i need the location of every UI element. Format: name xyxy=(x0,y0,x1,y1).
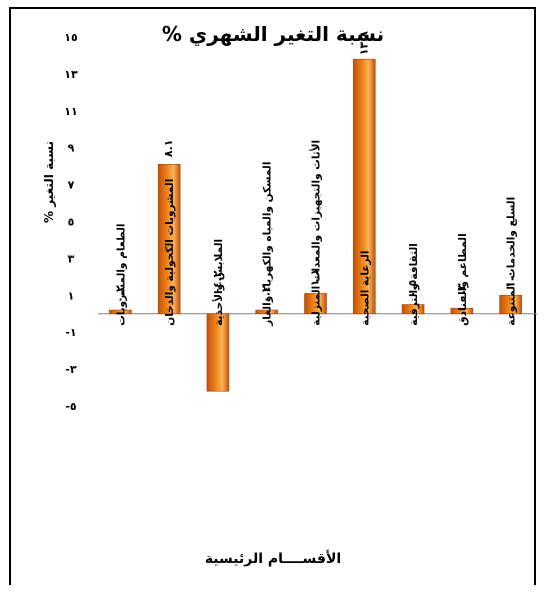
category-label: الثقافة والترفية xyxy=(408,243,420,326)
data-label: ١.١ xyxy=(309,269,322,287)
category-label: الملابس والأحذية xyxy=(212,239,225,326)
chart-title: نسبة التغير الشهري % xyxy=(161,22,385,46)
bar xyxy=(157,164,181,315)
data-label: ١.٠ xyxy=(504,270,517,288)
bar xyxy=(304,293,327,315)
category-label: المسكن والمياه والكهرباء والغاز xyxy=(262,162,274,327)
bar xyxy=(109,309,132,315)
chart-frame xyxy=(9,7,536,585)
data-label: ٠.٣ xyxy=(455,283,468,301)
bar xyxy=(499,294,522,315)
category-label: الرعاية الصحية xyxy=(359,250,371,325)
y-tick-label: ١٥ xyxy=(64,31,78,44)
data-label: ١٣.٨ xyxy=(357,31,370,56)
data-label: ٠.٢ xyxy=(260,285,273,303)
y-tick-label: ٥ xyxy=(68,216,75,229)
bar xyxy=(255,309,279,315)
data-label: ٠.٢ xyxy=(113,285,126,303)
bar xyxy=(352,58,376,315)
data-label: ٠.٥ xyxy=(406,279,419,297)
bar xyxy=(450,307,474,315)
y-tick-label: ٣ xyxy=(68,252,75,265)
category-label: الأثاث والتجهيزات والمعدات المنزلية xyxy=(310,140,323,326)
y-tick-label: ٩ xyxy=(68,142,75,155)
y-tick-label: ١٣ xyxy=(64,68,78,81)
y-tick-label: -١ xyxy=(65,326,76,339)
data-label: -٤.٢ xyxy=(211,270,224,292)
category-label: السلع والخدمات المتنوعة xyxy=(506,197,518,326)
category-label: الطعام والمشروبات xyxy=(115,223,127,325)
y-tick-label: ١ xyxy=(68,289,75,302)
bar xyxy=(401,304,425,315)
y-tick-label: -٥ xyxy=(65,400,77,413)
bar xyxy=(206,313,230,392)
x-axis-label: الأقســــام الرئيسية xyxy=(204,551,342,567)
category-label: المشروبات الكحولية والدخان xyxy=(164,179,176,326)
data-label: ٨.١ xyxy=(162,140,175,158)
y-tick-label: ١١ xyxy=(64,105,77,118)
y-tick-label: ٧ xyxy=(68,179,75,192)
y-tick-label: -٣ xyxy=(65,363,77,376)
category-label: المطاعم والفنادق xyxy=(457,233,469,325)
